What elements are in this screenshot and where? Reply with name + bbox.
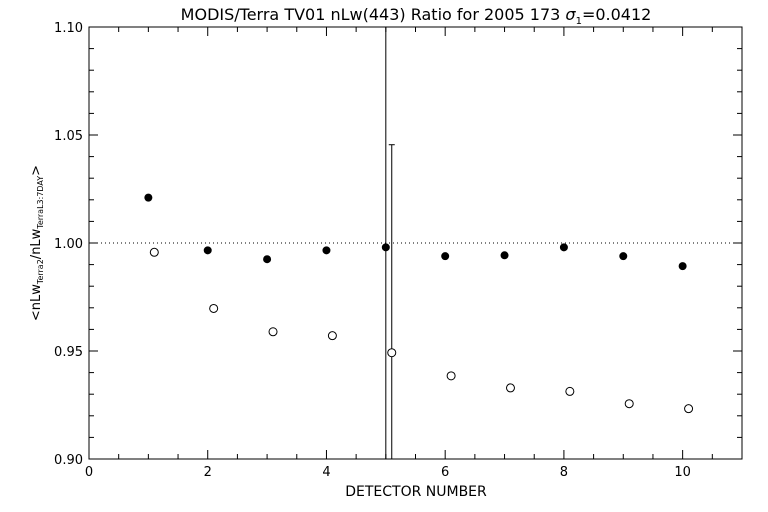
data-point-filled	[203, 246, 212, 255]
data-point-open	[624, 399, 634, 409]
x-tick-label: 10	[674, 465, 691, 480]
y-tick-label: 0.90	[54, 453, 83, 468]
data-point-filled	[441, 252, 450, 261]
data-point-open	[684, 404, 694, 414]
x-tick-label: 4	[322, 465, 330, 480]
title-sigma: σ	[565, 5, 576, 24]
data-point-open	[565, 386, 575, 396]
data-point-open	[149, 247, 159, 257]
title-prefix: MODIS/Terra TV01 nLw(443) Ratio for 2005…	[181, 5, 566, 24]
x-tick-label: 0	[85, 465, 93, 480]
data-point-open	[446, 371, 456, 381]
data-point-filled	[322, 246, 331, 255]
data-point-filled	[559, 243, 568, 252]
data-point-open	[209, 303, 219, 313]
y-tick-label: 1.10	[54, 21, 83, 36]
data-point-filled	[144, 193, 153, 202]
x-axis-label: DETECTOR NUMBER	[345, 484, 487, 500]
data-point-filled	[619, 252, 628, 261]
y-tick-label: 0.95	[54, 345, 83, 360]
data-point-open	[268, 327, 278, 337]
title-sigma-sub: 1	[576, 16, 582, 27]
chart-title: MODIS/Terra TV01 nLw(443) Ratio for 2005…	[181, 5, 652, 27]
data-point-open	[505, 383, 515, 393]
x-tick-label: 2	[204, 465, 212, 480]
data-point-filled	[263, 255, 272, 264]
data-point-filled	[381, 243, 390, 252]
x-tick-label: 8	[560, 465, 568, 480]
y-tick-label: 1.00	[54, 237, 83, 252]
y-axis-label: <nLwTerra2/nLwTerraL3:7DAY>	[29, 165, 45, 321]
data-point-open	[327, 331, 337, 341]
plot-frame	[88, 26, 743, 460]
data-point-filled	[678, 262, 687, 271]
data-point-filled	[500, 251, 509, 260]
title-suffix: =0.0412	[582, 5, 651, 24]
y-tick-label: 1.05	[54, 129, 83, 144]
data-point-open	[387, 348, 397, 358]
x-tick-label: 6	[441, 465, 449, 480]
